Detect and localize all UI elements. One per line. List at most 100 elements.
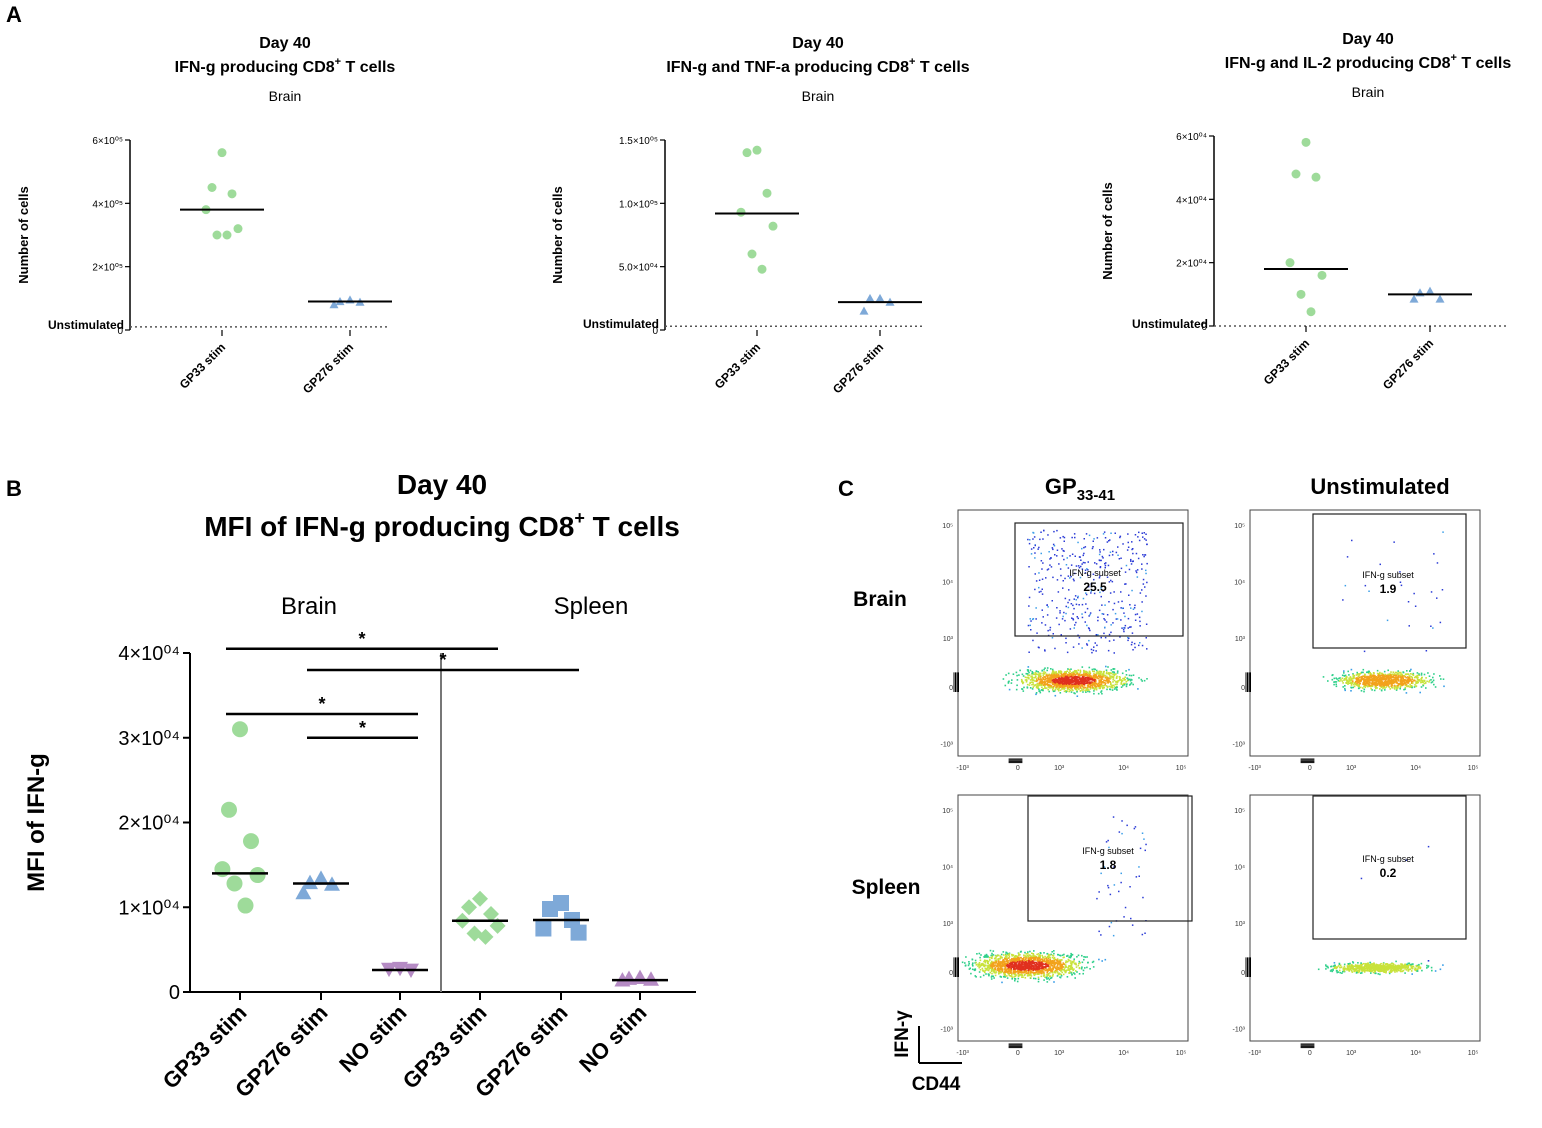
flow-event [1394, 966, 1396, 968]
flow-event [1013, 973, 1016, 976]
data-point [461, 899, 477, 916]
flow-event [1105, 841, 1108, 843]
flow-event [1353, 685, 1356, 688]
flow-event [1023, 963, 1025, 965]
flow-event [1020, 970, 1023, 973]
flow-event [1029, 974, 1031, 976]
flow-event [1115, 673, 1117, 675]
flow-event [1382, 687, 1384, 690]
flow-event [1062, 580, 1064, 582]
chart-title-tail: T cells [1457, 55, 1511, 72]
flow-event [1056, 683, 1059, 685]
flow-event [1044, 678, 1047, 681]
flow-event [1030, 958, 1033, 961]
flow-event [1406, 963, 1408, 966]
flow-event [1073, 681, 1075, 683]
flow-event [1056, 975, 1059, 977]
flow-event [1073, 680, 1075, 682]
flow-event [1057, 689, 1060, 692]
flow-event [1000, 962, 1002, 964]
flow-event [1422, 681, 1424, 684]
flow-event [1043, 529, 1045, 532]
y-axis-label: Number of cells [550, 186, 565, 284]
flow-event [1016, 963, 1018, 965]
flow-event [1020, 964, 1023, 967]
flow-event [1031, 681, 1033, 683]
flow-event [1366, 671, 1369, 673]
flow-event [995, 965, 997, 968]
flow-event [1395, 671, 1398, 674]
flow-event [1384, 689, 1386, 691]
flow-event [1144, 586, 1146, 588]
flow-event [1021, 961, 1024, 963]
flow-event [979, 969, 982, 971]
flow-event [1068, 959, 1070, 962]
flow-event [1027, 666, 1030, 668]
flow-event [1385, 678, 1388, 680]
flow-event [1018, 964, 1020, 966]
flow-event [1063, 611, 1065, 614]
flow-event [1029, 971, 1032, 974]
flow-event [1086, 644, 1089, 646]
flow-event [1394, 685, 1397, 687]
flow-event [1078, 684, 1081, 687]
flow-event [1019, 669, 1021, 672]
flow-event [1019, 969, 1022, 971]
flow-event [1395, 682, 1398, 684]
x-tick-label: 0 [1308, 765, 1312, 772]
flow-event [1050, 673, 1053, 676]
flow-event [1074, 675, 1076, 678]
flow-event [1083, 538, 1085, 540]
flow-event [1371, 963, 1373, 965]
flow-event [1089, 683, 1092, 686]
flow-event [1124, 906, 1127, 909]
flow-event [1360, 671, 1363, 674]
flow-event [1037, 646, 1040, 648]
flow-event [1051, 637, 1054, 639]
flow-event [1034, 957, 1036, 960]
flow-event [1379, 680, 1381, 682]
flow-event [1049, 558, 1051, 560]
flow-event [1089, 613, 1091, 616]
flow-event [1021, 680, 1023, 682]
flow-event [1059, 685, 1062, 687]
flow-event [1039, 956, 1041, 958]
flow-event [1134, 534, 1137, 536]
flow-event [1093, 677, 1095, 680]
flow-event [1016, 679, 1019, 681]
flow-event [1062, 587, 1064, 589]
flow-event [1069, 960, 1072, 962]
flow-event [1083, 676, 1085, 678]
flow-event [1021, 976, 1023, 978]
flow-event [1115, 618, 1118, 620]
flow-event [1031, 676, 1034, 679]
flow-event [1060, 683, 1063, 686]
flow-event [986, 967, 989, 969]
flow-event [1379, 671, 1381, 674]
flow-event [1047, 964, 1050, 966]
flow-event [1083, 673, 1085, 676]
flow-event [1065, 690, 1067, 692]
flow-event [1100, 672, 1102, 674]
flow-event [1143, 838, 1145, 840]
flow-event [1123, 627, 1125, 629]
flow-event [1015, 970, 1017, 973]
flow-event [991, 955, 994, 958]
flow-event [1026, 954, 1029, 957]
flow-event [1092, 546, 1094, 548]
flow-event [1075, 966, 1078, 968]
flow-event [1385, 970, 1387, 973]
flow-event [1050, 680, 1052, 683]
flow-event [1046, 956, 1049, 959]
flow-event [1365, 682, 1368, 684]
flow-event [1036, 957, 1039, 960]
flow-event [1345, 675, 1348, 678]
flow-event [1142, 536, 1144, 538]
flow-event [1051, 676, 1053, 679]
flow-event [1070, 964, 1072, 967]
flow-event [1081, 682, 1084, 685]
flow-event [1063, 671, 1066, 673]
flow-event [1057, 687, 1060, 689]
flow-event [1095, 675, 1098, 677]
flow-event [968, 962, 970, 965]
